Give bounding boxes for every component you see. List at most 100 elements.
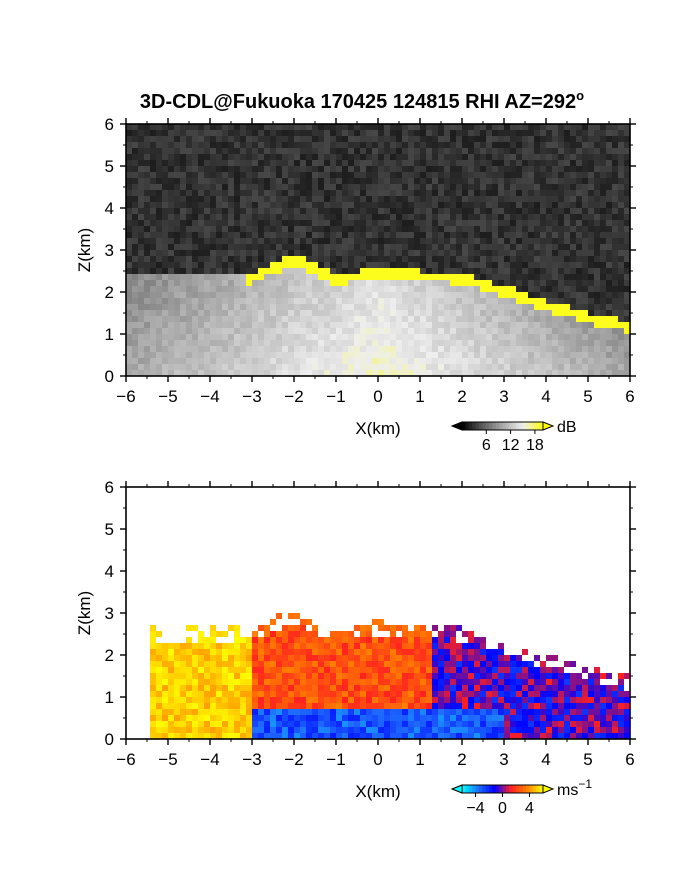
data-cell [330,328,336,334]
data-cell [330,727,336,733]
data-cell [444,358,450,364]
data-cell [504,280,510,286]
data-cell [588,124,594,130]
data-cell [618,244,624,250]
data-cell [552,340,558,346]
data-cell [606,124,612,130]
data-cell [606,733,612,739]
data-cell [150,274,156,280]
data-cell [396,304,402,310]
data-cell [426,631,432,637]
data-cell [384,286,390,292]
data-cell [582,280,588,286]
data-cell [408,703,414,709]
data-cell [246,358,252,364]
data-cell [456,154,462,160]
data-cell [270,268,276,274]
data-cell [282,733,288,739]
data-cell [300,220,306,226]
data-cell [420,352,426,358]
data-cell [234,691,240,697]
data-cell [192,715,198,721]
data-cell [414,661,420,667]
data-cell [216,232,222,238]
data-cell [210,721,216,727]
colorbar-segment [469,422,473,430]
data-cell [414,679,420,685]
data-cell [162,328,168,334]
data-cell [348,637,354,643]
data-cell [606,346,612,352]
data-cell [474,166,480,172]
data-cell [576,346,582,352]
data-cell [528,190,534,196]
data-cell [144,160,150,166]
data-cell [534,268,540,274]
data-cell [270,142,276,148]
data-cell [306,178,312,184]
data-cell [516,160,522,166]
data-cell [132,136,138,142]
data-cell [348,202,354,208]
data-cell [582,178,588,184]
data-cell [384,673,390,679]
data-cell [252,178,258,184]
data-cell [240,256,246,262]
data-cell [618,172,624,178]
data-cell [276,673,282,679]
data-cell [294,679,300,685]
data-cell [288,358,294,364]
data-cell [186,715,192,721]
data-cell [228,268,234,274]
data-cell [450,727,456,733]
data-cell [150,262,156,268]
data-cell [498,256,504,262]
data-cell [498,370,504,376]
data-cell [546,178,552,184]
data-cell [240,316,246,322]
data-cell [150,643,156,649]
data-cell [456,643,462,649]
data-cell [444,334,450,340]
data-cell [174,733,180,739]
data-cell [546,202,552,208]
data-cell [486,352,492,358]
data-cell [384,238,390,244]
data-cell [390,208,396,214]
data-cell [480,232,486,238]
data-cell [258,274,264,280]
data-cell [432,220,438,226]
data-cell [582,304,588,310]
data-cell [234,697,240,703]
data-cell [402,274,408,280]
data-cell [384,280,390,286]
data-cell [276,196,282,202]
data-cell [396,202,402,208]
data-cell [600,352,606,358]
data-cell [192,202,198,208]
data-cell [570,727,576,733]
data-cell [312,631,318,637]
data-cell [210,667,216,673]
data-cell [228,691,234,697]
data-cell [564,721,570,727]
data-cell [126,124,132,130]
data-cell [144,208,150,214]
data-cell [138,310,144,316]
data-cell [594,733,600,739]
data-cell [348,226,354,232]
data-cell [618,280,624,286]
data-cell [156,250,162,256]
data-cell [546,184,552,190]
data-cell [324,721,330,727]
data-cell [192,721,198,727]
data-cell [174,226,180,232]
data-cell [300,310,306,316]
data-cell [618,727,624,733]
data-cell [348,250,354,256]
data-cell [510,172,516,178]
data-cell [552,208,558,214]
data-cell [504,358,510,364]
data-cell [228,172,234,178]
data-cell [480,298,486,304]
